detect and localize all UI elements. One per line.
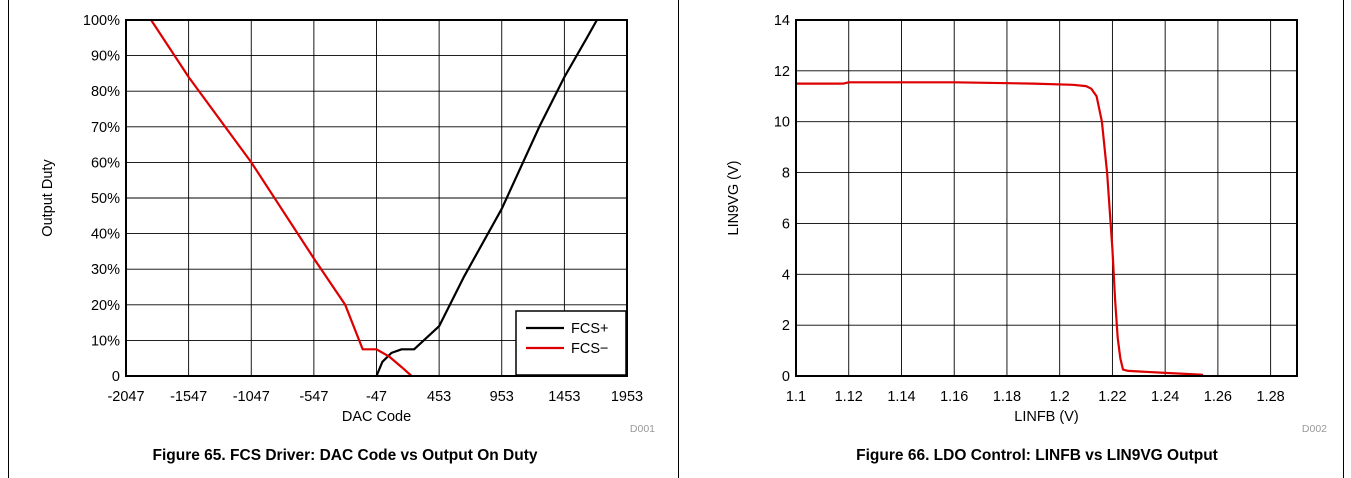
x-tick-label: 1.2: [1050, 389, 1070, 405]
x-axis-label: LINFB (V): [1014, 409, 1078, 425]
chart-1: -2047 -1547 -1047 -547 -47 453 953 1453 1953 0 10%…: [40, 13, 655, 464]
figure-caption: Figure 65. FCS Driver: DAC Code vs Outpu…: [153, 447, 538, 464]
y-tick-label: 20%: [91, 298, 120, 314]
x-tick-label: 1.1: [786, 389, 806, 405]
chart-2: 1.1 1.12 1.14 1.16 1.18 1.2 1.22 1.24 1.26 1.28 0 2…: [726, 13, 1327, 464]
x-tick-label: 453: [427, 389, 451, 405]
legend-label: FCS+: [571, 321, 608, 337]
legend: FCS+ FCS−: [515, 310, 627, 376]
plot-frame: [125, 19, 628, 377]
x-tick-label: -47: [366, 389, 387, 405]
x-tick-label: -547: [299, 389, 328, 405]
series-line-FCS-0: [375, 18, 599, 378]
right-border: [1343, 0, 1344, 478]
legend-box: [515, 310, 627, 376]
x-tick-label: 1.12: [835, 389, 863, 405]
x-tick-label: -2047: [107, 389, 144, 405]
center-divider: [678, 0, 679, 478]
y-tick-label: 10%: [91, 333, 120, 349]
y-tick-label: 50%: [91, 191, 120, 207]
figure-doc-id: D001: [630, 423, 655, 435]
y-tick-label: 8: [782, 166, 790, 182]
x-tick-label: 1.24: [1151, 389, 1179, 405]
series-line-FCS-1: [150, 18, 413, 378]
y-tick-label: 0: [782, 369, 790, 385]
x-tick-label: 1.22: [1098, 389, 1126, 405]
y-tick-label: 14: [774, 13, 790, 29]
y-tick-label: 40%: [91, 227, 120, 243]
y-tick-label: 6: [782, 216, 790, 232]
legend-label: FCS−: [571, 341, 608, 357]
x-tick-label: -1547: [170, 389, 207, 405]
y-tick-label: 80%: [91, 84, 120, 100]
y-tick-label: 0: [112, 369, 120, 385]
x-tick-label: 1953: [611, 389, 643, 405]
figure-doc-id: D002: [1302, 423, 1327, 435]
x-tick-label: 953: [490, 389, 514, 405]
x-tick-label: 1.14: [887, 389, 915, 405]
y-tick-label: 30%: [91, 262, 120, 278]
x-tick-label: 1.28: [1257, 389, 1285, 405]
x-axis-label: DAC Code: [342, 409, 411, 425]
y-tick-label: 60%: [91, 155, 120, 171]
y-tick-label: 90%: [91, 49, 120, 65]
x-tick-label: 1.18: [993, 389, 1021, 405]
x-tick-label: 1.16: [940, 389, 968, 405]
series-line-data-0: [794, 81, 1204, 376]
y-tick-label: 70%: [91, 120, 120, 136]
x-tick-label: -1047: [233, 389, 270, 405]
y-tick-label: 100%: [83, 13, 120, 29]
y-tick-label: 4: [782, 267, 790, 283]
y-tick-label: 12: [774, 64, 790, 80]
left-border: [8, 0, 9, 478]
y-tick-label: 10: [774, 115, 790, 131]
y-axis-label: LIN9VG (V): [726, 161, 742, 236]
x-tick-label: 1453: [548, 389, 580, 405]
y-axis-label: Output Duty: [40, 159, 56, 237]
x-tick-label: 1.26: [1204, 389, 1232, 405]
y-tick-label: 2: [782, 318, 790, 334]
figure-caption: Figure 66. LDO Control: LINFB vs LIN9VG …: [856, 447, 1218, 464]
plot-frame: [795, 19, 1298, 377]
